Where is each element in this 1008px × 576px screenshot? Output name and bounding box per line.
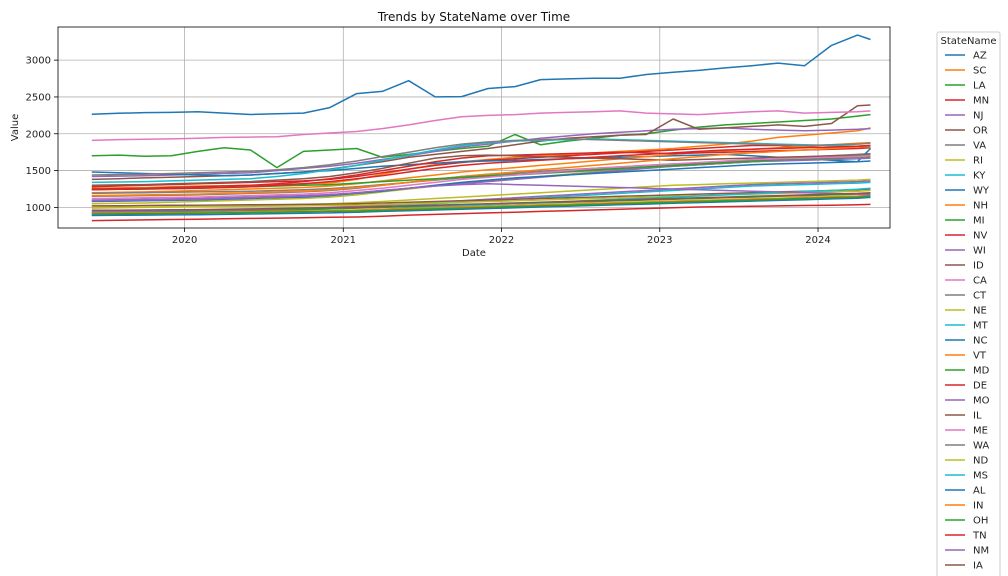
legend-label-nh: NH (973, 201, 988, 212)
legend-label-wa: WA (973, 441, 989, 452)
series-line-wy (91, 147, 872, 177)
legend-label-nm: NM (973, 546, 989, 557)
legend-title: StateName (941, 36, 997, 47)
series-line-me (91, 155, 871, 200)
legend-label-mt: MT (973, 321, 989, 332)
legend-label-ct: CT (973, 291, 987, 302)
legend-label-mn: MN (973, 96, 989, 107)
series-line-nm (91, 183, 871, 202)
x-tick-label: 2022 (489, 235, 514, 246)
y-tick-label: 3000 (26, 56, 51, 67)
legend-label-de: DE (973, 381, 987, 392)
legend-label-or: OR (973, 126, 988, 137)
legend-label-la: LA (973, 81, 986, 92)
legend-label-ca: CA (973, 276, 987, 287)
series-line-ca (91, 110, 871, 142)
series-line-al (91, 196, 871, 217)
legend-label-az: AZ (973, 51, 987, 62)
series-line-id (91, 153, 871, 187)
legend-label-me: ME (973, 426, 988, 437)
series-line-nc (91, 160, 871, 203)
series-line-tn (91, 203, 871, 222)
legend-label-ri: RI (973, 156, 983, 167)
legend-label-mo: MO (973, 396, 990, 407)
series-line-il (91, 188, 871, 207)
legend-label-nd: ND (973, 456, 988, 467)
legend-label-in: IN (973, 501, 983, 512)
series-line-vt (91, 145, 871, 197)
legend-label-wi: WI (973, 246, 986, 257)
x-tick-label: 2020 (172, 235, 197, 246)
series-line-nj (91, 127, 871, 178)
series-line-de (91, 144, 871, 191)
legend-label-nc: NC (973, 336, 987, 347)
series-line-oh (91, 195, 871, 215)
y-axis-ticks: 1000 1500 2000 2500 3000 (26, 56, 58, 214)
y-tick-label: 1500 (26, 166, 51, 177)
series-line-ia (91, 191, 871, 212)
legend-label-va: VA (973, 141, 986, 152)
y-tick-label: 1000 (26, 203, 51, 214)
series-line-la (91, 113, 871, 169)
y-tick-label: 2000 (26, 129, 51, 140)
x-axis-label: Date (462, 248, 486, 259)
legend-label-vt: VT (973, 351, 987, 362)
legend-label-ms: MS (973, 471, 988, 482)
plot-frame (57, 26, 891, 229)
legend-label-ky: KY (973, 171, 986, 182)
x-axis-ticks: 2020 2021 2022 2023 2024 (172, 228, 831, 246)
x-tick-label: 2023 (647, 235, 672, 246)
series-line-wa (91, 138, 871, 176)
legend-label-id: ID (973, 261, 984, 272)
legend-label-ne: NE (973, 306, 987, 317)
legend-label-nv: NV (973, 231, 987, 242)
legend-items: AZ SC LA MN NJ OR VA RI KY WY NH MI NV WI ID CA CT NE MT NC… (945, 51, 990, 572)
x-tick-label: 2024 (805, 235, 830, 246)
legend-label-wy: WY (973, 186, 990, 197)
legend-label-sc: SC (973, 66, 986, 77)
y-tick-label: 2500 (26, 92, 51, 103)
legend-label-ia: IA (973, 561, 983, 572)
series-lines (91, 34, 872, 222)
y-axis-label: Value (10, 114, 21, 141)
chart-title: Trends by StateName over Time (377, 10, 570, 24)
x-tick-label: 2021 (331, 235, 356, 246)
legend-label-nj: NJ (973, 111, 983, 122)
legend-label-tn: TN (972, 531, 987, 542)
legend-label-al: AL (973, 486, 986, 497)
legend-label-oh: OH (973, 516, 988, 527)
legend: StateName AZ SC LA MN NJ OR VA RI KY WY NH MI NV WI ID… (936, 31, 1001, 576)
legend-box (936, 31, 1001, 576)
legend-label-il: IL (973, 411, 982, 422)
series-line-az (91, 34, 871, 116)
legend-label-mi: MI (973, 216, 985, 227)
legend-label-md: MD (973, 366, 990, 377)
